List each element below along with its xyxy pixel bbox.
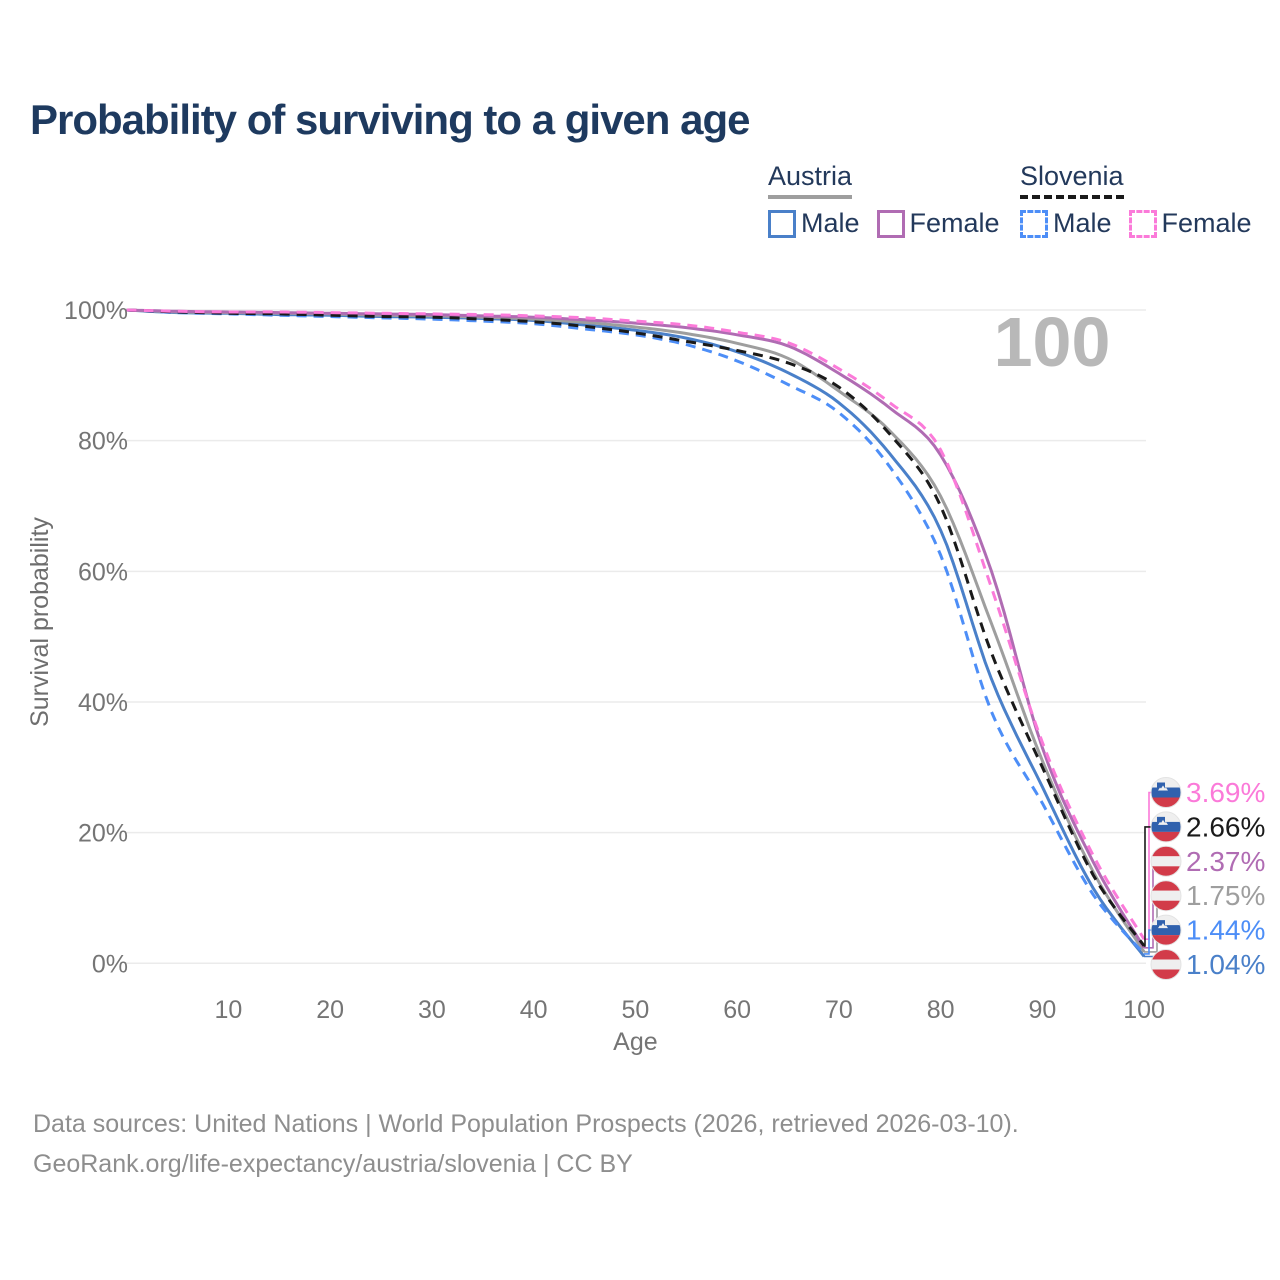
legend-item-slovenia-male[interactable]: Male — [1020, 208, 1112, 239]
legend-header-austria[interactable]: Austria — [768, 162, 853, 200]
legend-item-austria-male[interactable]: Male — [768, 208, 860, 239]
end-label-connector-slovenia-total — [1144, 826, 1152, 947]
flag-icon-slovenia — [1150, 811, 1182, 843]
series-line-austria-male[interactable] — [126, 308, 1146, 958]
footer-data-sources: Data sources: United Nations | World Pop… — [33, 1110, 1019, 1138]
legend-swatch-slovenia-male[interactable] — [1020, 209, 1048, 238]
legend-label-slovenia-male: Male — [1053, 208, 1112, 239]
legend-swatch-slovenia-female[interactable] — [1128, 209, 1157, 238]
end-label-slovenia-male: 1.44% — [1186, 915, 1265, 946]
footer: Data sources: United Nations | World Pop… — [33, 1104, 1019, 1184]
flag-icon-slovenia — [1150, 777, 1182, 808]
legend-label-austria-female: Female — [909, 208, 1000, 239]
y-tick-label-20: 20% — [78, 820, 128, 848]
x-tick-label-60: 60 — [723, 996, 751, 1024]
series-line-austria-total[interactable] — [126, 308, 1146, 953]
y-tick-label-0: 0% — [92, 950, 128, 978]
end-label-slovenia-female: 3.69% — [1186, 777, 1265, 808]
y-tick-label-100: 100% — [64, 297, 128, 325]
x-tick-label-30: 30 — [418, 996, 446, 1024]
x-tick-label-80: 80 — [927, 996, 955, 1024]
footer-attribution: GeoRank.org/life-expectancy/austria/slov… — [33, 1150, 633, 1178]
x-tick-label-90: 90 — [1028, 996, 1056, 1024]
x-tick-label-40: 40 — [520, 996, 548, 1024]
x-axis-label: Age — [613, 1028, 657, 1056]
legend-items-slovenia: Male Female — [1020, 208, 1252, 239]
legend-swatch-austria-male[interactable] — [768, 209, 796, 238]
flag-icon-slovenia — [1150, 914, 1182, 946]
x-tick-label-100: 100 — [1123, 996, 1165, 1024]
end-label-austria-male: 1.04% — [1186, 949, 1265, 980]
flag-icon-austria — [1150, 880, 1182, 912]
end-label-slovenia-total: 2.66% — [1186, 811, 1265, 842]
legend-item-austria-female[interactable]: Female — [876, 208, 1000, 239]
flag-icon-austria — [1150, 845, 1182, 877]
legend-header-slovenia[interactable]: Slovenia — [1020, 162, 1124, 200]
legend-group-austria: Austria Male Female — [768, 162, 1000, 239]
y-axis-label: Survival probability — [26, 517, 54, 727]
watermark-age-100: 100 — [994, 303, 1111, 381]
y-tick-label-40: 40% — [78, 689, 128, 717]
legend-item-slovenia-female[interactable]: Female — [1128, 208, 1252, 239]
x-tick-label-50: 50 — [621, 996, 649, 1024]
legend-swatch-austria-female[interactable] — [876, 209, 905, 238]
x-tick-label-70: 70 — [825, 996, 853, 1024]
series-line-slovenia-male[interactable] — [126, 308, 1146, 955]
legend-label-austria-male: Male — [801, 208, 860, 239]
x-tick-label-20: 20 — [316, 996, 344, 1024]
x-tick-label-10: 10 — [215, 996, 243, 1024]
legend-group-slovenia: Slovenia Male Female — [1020, 162, 1252, 239]
y-tick-label-80: 80% — [78, 428, 128, 456]
end-label-austria-total: 1.75% — [1186, 880, 1265, 911]
series-line-austria-female[interactable] — [126, 308, 1146, 949]
legend-items-austria: Male Female — [768, 208, 1000, 239]
y-tick-label-60: 60% — [78, 558, 128, 586]
flag-icon-austria — [1150, 949, 1182, 980]
end-label-austria-female: 2.37% — [1186, 846, 1265, 877]
legend-label-slovenia-female: Female — [1161, 208, 1252, 239]
chart-title: Probability of surviving to a given age — [30, 96, 750, 143]
series-line-slovenia-total[interactable] — [126, 308, 1146, 947]
